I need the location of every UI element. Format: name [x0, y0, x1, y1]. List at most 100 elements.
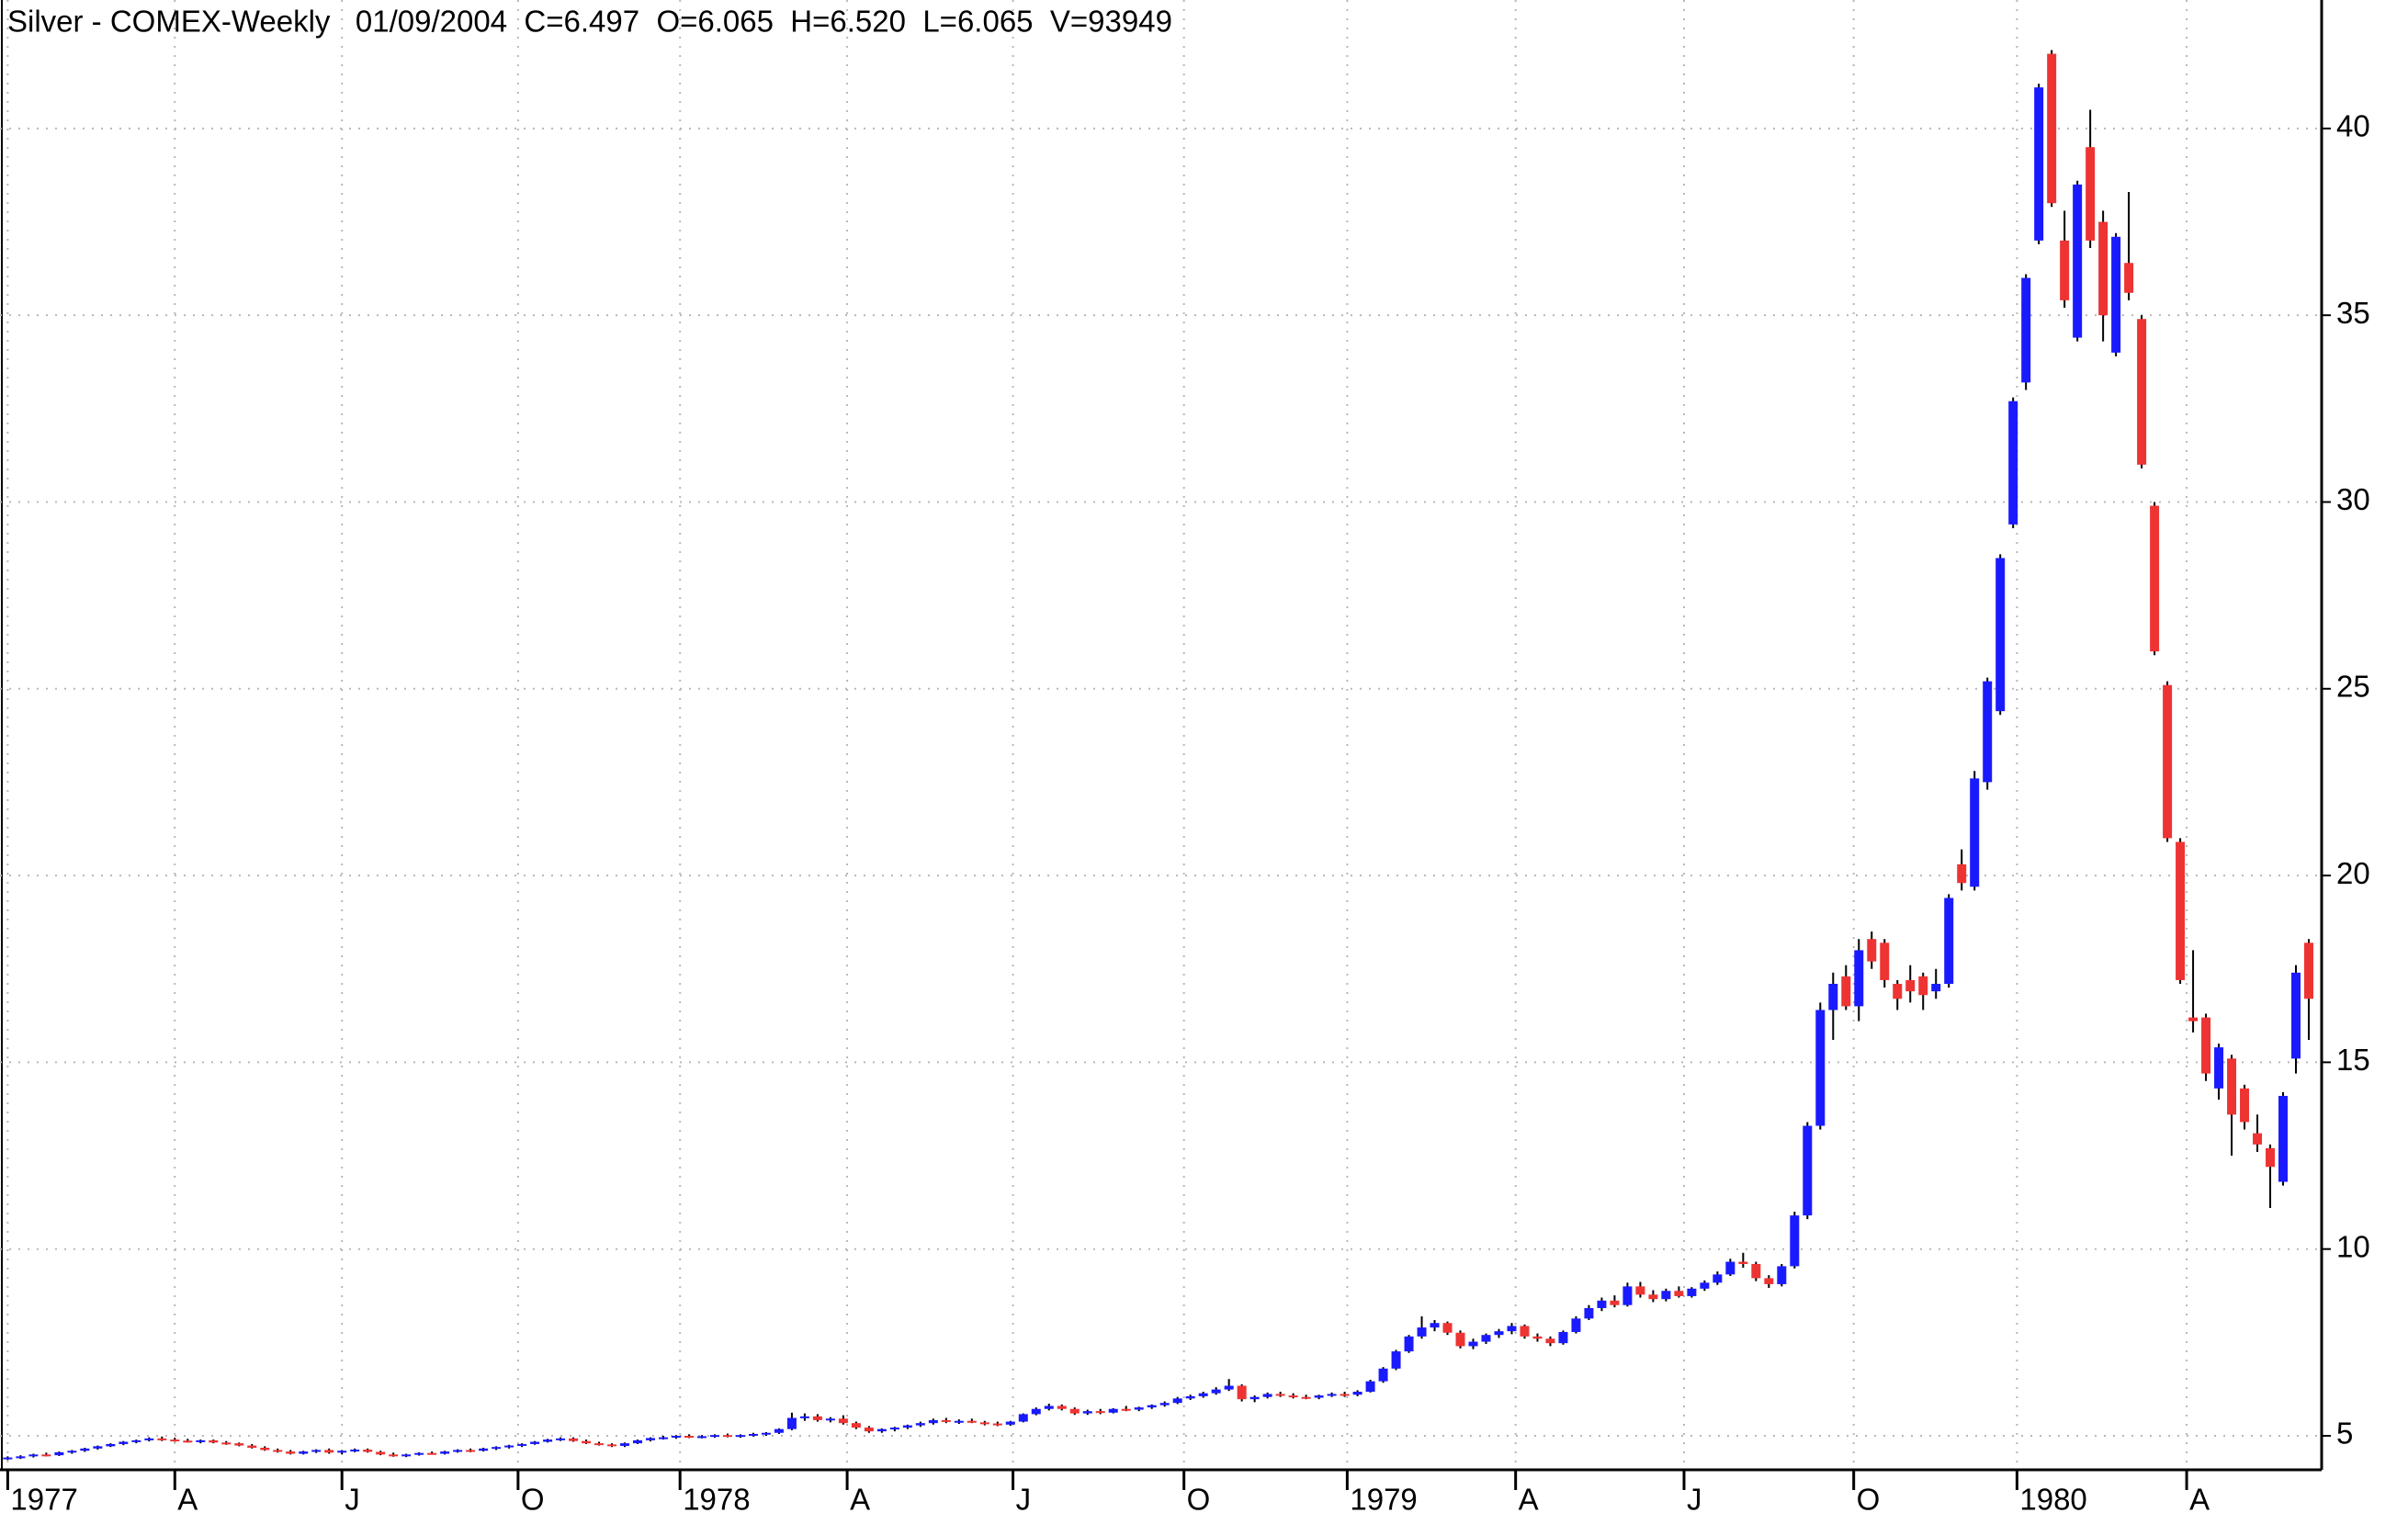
x-tick-label: A — [2189, 1483, 2210, 1517]
candle-body — [1738, 1261, 1748, 1264]
candle-body — [2201, 1017, 2211, 1074]
candle-body — [1532, 1336, 1543, 1339]
candle-body — [1288, 1395, 1298, 1398]
candle-body — [2047, 53, 2057, 204]
candle-body — [915, 1423, 925, 1426]
candle-body — [2086, 147, 2096, 241]
candle-body — [1648, 1294, 1658, 1300]
candle-body — [3, 1457, 13, 1460]
candle-body — [1545, 1338, 1555, 1344]
candle-body — [440, 1451, 450, 1454]
candle-body — [1803, 1125, 1813, 1216]
x-tick-label: J — [345, 1483, 360, 1517]
candle-body — [696, 1436, 707, 1439]
candle-body — [1507, 1326, 1517, 1332]
candle-body — [633, 1439, 643, 1444]
candle-body — [992, 1423, 1002, 1426]
candle-body — [582, 1440, 592, 1444]
candle-body — [659, 1437, 668, 1439]
x-tick-label: 1978 — [683, 1483, 750, 1517]
candle-body — [735, 1435, 745, 1438]
candle-body — [2278, 1095, 2289, 1182]
candle-body — [2021, 277, 2031, 383]
candle-body — [93, 1446, 103, 1449]
candle-body — [1622, 1286, 1633, 1305]
chart-title: Silver - COMEX-Weekly 01/09/2004 C=6.497… — [7, 5, 1172, 39]
candle-body — [466, 1450, 476, 1452]
candle-body — [1327, 1394, 1337, 1396]
candle-body — [1185, 1395, 1195, 1399]
candle-body — [928, 1419, 938, 1424]
candle-body — [1172, 1398, 1182, 1404]
candle-body — [1995, 558, 2006, 712]
candle-body — [1635, 1286, 1645, 1295]
candle-body — [1494, 1331, 1504, 1336]
candle-body — [979, 1422, 989, 1425]
candle-body — [247, 1445, 257, 1449]
candle-body — [2214, 1047, 2224, 1089]
candle-body — [1918, 976, 1928, 996]
candle-body — [2291, 972, 2301, 1059]
candle-body — [1610, 1300, 1620, 1305]
y-tick-label: 10 — [2336, 1229, 2370, 1263]
y-tick-label: 40 — [2336, 109, 2370, 143]
candle-body — [337, 1451, 347, 1453]
candle-body — [2176, 841, 2186, 980]
x-tick-label: O — [1187, 1483, 1211, 1517]
x-tick-label: 1979 — [1350, 1483, 1417, 1517]
candle-body — [1520, 1326, 1530, 1337]
candle-body — [1751, 1263, 1761, 1279]
candle-body — [80, 1448, 90, 1451]
x-tick-label: O — [1857, 1483, 1881, 1517]
candle-body — [453, 1450, 463, 1452]
candle-body — [1069, 1408, 1080, 1414]
candle-body — [620, 1443, 630, 1446]
candle-body — [1249, 1396, 1260, 1400]
candle-body — [2253, 1133, 2263, 1145]
candle-body — [825, 1418, 835, 1421]
candle-body — [646, 1438, 656, 1440]
candle-body — [2240, 1088, 2250, 1123]
candle-body — [1854, 950, 1864, 1007]
plot-area — [0, 0, 2331, 1490]
x-tick-label: 1980 — [2019, 1483, 2086, 1517]
candle-body — [2008, 401, 2018, 525]
candle-body — [1430, 1323, 1440, 1328]
candle-body — [2304, 943, 2314, 999]
candle-body — [543, 1439, 553, 1442]
candle-body — [2188, 1017, 2199, 1022]
candle-body — [54, 1451, 64, 1456]
candle-body — [1584, 1307, 1594, 1319]
candle-body — [1352, 1392, 1362, 1395]
candle-body — [1211, 1389, 1221, 1394]
candle-body — [1725, 1261, 1735, 1275]
candle-body — [1790, 1215, 1800, 1267]
candle-body — [2266, 1147, 2276, 1168]
candle-body — [1018, 1414, 1028, 1422]
candle-body — [67, 1451, 77, 1453]
x-tick-label: J — [1016, 1483, 1032, 1517]
candle-body — [414, 1452, 424, 1455]
candle-body — [286, 1451, 296, 1454]
candle-body — [1237, 1385, 1247, 1400]
candle-body — [2163, 684, 2173, 839]
candle-body — [1275, 1394, 1285, 1396]
candle-body — [2124, 263, 2134, 293]
y-tick-label: 35 — [2336, 296, 2370, 330]
candle-body — [196, 1439, 206, 1442]
candle-body — [2098, 221, 2108, 316]
candle-body — [401, 1454, 412, 1457]
candle-body — [1880, 943, 1890, 980]
candle-body — [131, 1439, 141, 1442]
candle-body — [1057, 1405, 1067, 1409]
y-tick-label: 15 — [2336, 1043, 2370, 1077]
candle-body — [324, 1450, 334, 1453]
candle-body — [1674, 1291, 1684, 1296]
candle-body — [556, 1438, 566, 1440]
candle-body — [876, 1428, 887, 1432]
candle-body — [427, 1452, 437, 1455]
candle-body — [1558, 1331, 1568, 1344]
candle-body — [2227, 1058, 2237, 1115]
